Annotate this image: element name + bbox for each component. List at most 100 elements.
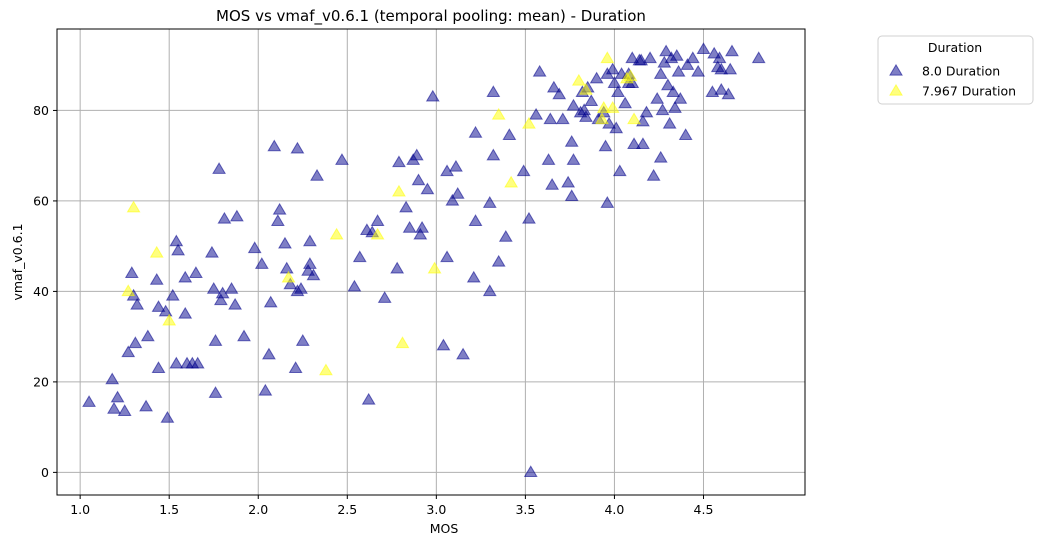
- data-point-series-1: [643, 51, 657, 64]
- x-tick-label: 1.0: [70, 502, 90, 517]
- data-point-series-1: [449, 159, 463, 172]
- data-point-series-1: [217, 211, 232, 224]
- data-point-series-1: [279, 261, 294, 274]
- legend-label: 8.0 Duration: [922, 64, 1000, 79]
- data-point-series-1: [491, 254, 506, 267]
- data-point-series-1: [288, 361, 303, 373]
- data-point-series-1: [579, 110, 593, 122]
- data-point-series-1: [190, 356, 205, 369]
- data-point-series-1: [646, 168, 661, 181]
- data-point-series-1: [516, 164, 531, 177]
- data-point-series-1: [486, 85, 501, 97]
- data-point-series-1: [302, 234, 317, 247]
- data-point-series-1: [609, 121, 624, 134]
- data-point-series-1: [117, 404, 132, 416]
- x-tick-label: 1.5: [159, 502, 179, 517]
- data-point-series-1: [188, 266, 203, 278]
- data-point-series-1: [669, 49, 684, 61]
- y-axis-label: vmaf_v0.6.1: [10, 223, 25, 300]
- data-point-series-1: [486, 148, 501, 161]
- data-point-series-1: [105, 372, 120, 385]
- data-point-series-1: [178, 306, 193, 319]
- data-point-series-1: [306, 268, 321, 281]
- data-point-series-2: [126, 200, 141, 213]
- data-point-series-1: [272, 202, 287, 215]
- data-point-series-1: [456, 347, 470, 360]
- data-point-series-1: [725, 44, 739, 57]
- data-point-series-1: [413, 227, 428, 240]
- data-point-series-2: [162, 313, 177, 326]
- data-point-series-1: [212, 162, 226, 174]
- data-point-series-1: [552, 87, 567, 100]
- data-point-series-1: [605, 62, 620, 75]
- data-point-series-1: [653, 67, 668, 79]
- data-point-series-1: [208, 386, 223, 398]
- data-point-series-1: [691, 64, 706, 77]
- data-point-series-1: [224, 282, 239, 294]
- data-point-series-2: [427, 261, 442, 274]
- grid: [57, 29, 805, 495]
- data-point-series-1: [589, 71, 604, 84]
- data-point-series-2: [504, 175, 519, 188]
- data-point-series-2: [579, 82, 593, 95]
- data-point-series-1: [678, 128, 693, 140]
- data-point-series-2: [319, 363, 333, 376]
- data-point-series-1: [208, 334, 223, 346]
- data-point-series-1: [399, 200, 413, 213]
- plot-frame: [56, 28, 806, 496]
- data-point-series-1: [662, 116, 677, 129]
- data-point-series-1: [482, 284, 497, 297]
- data-point-series-2: [571, 73, 586, 86]
- data-point-series-1: [270, 214, 285, 226]
- data-point-series-1: [295, 334, 310, 346]
- data-point-series-1: [466, 270, 481, 283]
- data-point-series-1: [402, 220, 417, 233]
- x-tick-label: 4.5: [694, 502, 714, 517]
- data-point-series-1: [668, 101, 682, 113]
- data-point-series-1: [561, 175, 576, 188]
- data-point-series-1: [178, 270, 193, 283]
- data-point-series-2: [370, 227, 385, 240]
- data-point-series-2: [623, 69, 638, 82]
- data-point-series-2: [395, 336, 410, 349]
- data-point-series-1: [347, 279, 362, 292]
- data-point-series-1: [205, 245, 219, 258]
- data-point-series-1: [267, 139, 282, 152]
- data-point-series-1: [653, 150, 668, 163]
- data-point-series-1: [160, 410, 175, 423]
- data-point-series-1: [714, 62, 729, 75]
- data-point-series-1: [436, 338, 451, 351]
- data-points: [82, 42, 766, 478]
- data-point-series-1: [721, 87, 736, 100]
- x-tick-label: 3.0: [426, 502, 446, 517]
- data-point-series-1: [121, 345, 136, 358]
- y-tick-label: 60: [33, 193, 49, 208]
- data-point-series-1: [673, 92, 688, 104]
- data-point-series-2: [596, 101, 611, 113]
- data-point-series-1: [124, 266, 139, 278]
- data-point-series-1: [206, 282, 221, 294]
- legend-box: [877, 35, 1034, 105]
- data-point-series-1: [171, 243, 186, 256]
- data-point-series-1: [290, 141, 305, 154]
- data-point-series-1: [696, 42, 711, 55]
- data-point-series-1: [714, 82, 729, 95]
- data-point-series-1: [229, 209, 244, 222]
- legend-label: 7.967 Duration: [922, 84, 1016, 99]
- data-point-series-1: [165, 288, 180, 301]
- data-point-series-1: [169, 234, 184, 247]
- data-point-series-1: [543, 112, 558, 125]
- data-point-series-1: [600, 196, 615, 208]
- data-point-series-1: [450, 187, 465, 199]
- x-tick-label: 2.0: [248, 502, 268, 517]
- data-point-series-1: [751, 51, 766, 64]
- data-point-series-1: [237, 329, 251, 342]
- data-point-series-2: [329, 227, 344, 240]
- data-point-series-1: [445, 193, 460, 206]
- data-point-series-2: [392, 184, 406, 197]
- data-point-series-1: [522, 211, 536, 224]
- data-point-series-1: [636, 137, 650, 150]
- data-point-series-1: [420, 182, 435, 195]
- x-tick-label: 2.5: [337, 502, 357, 517]
